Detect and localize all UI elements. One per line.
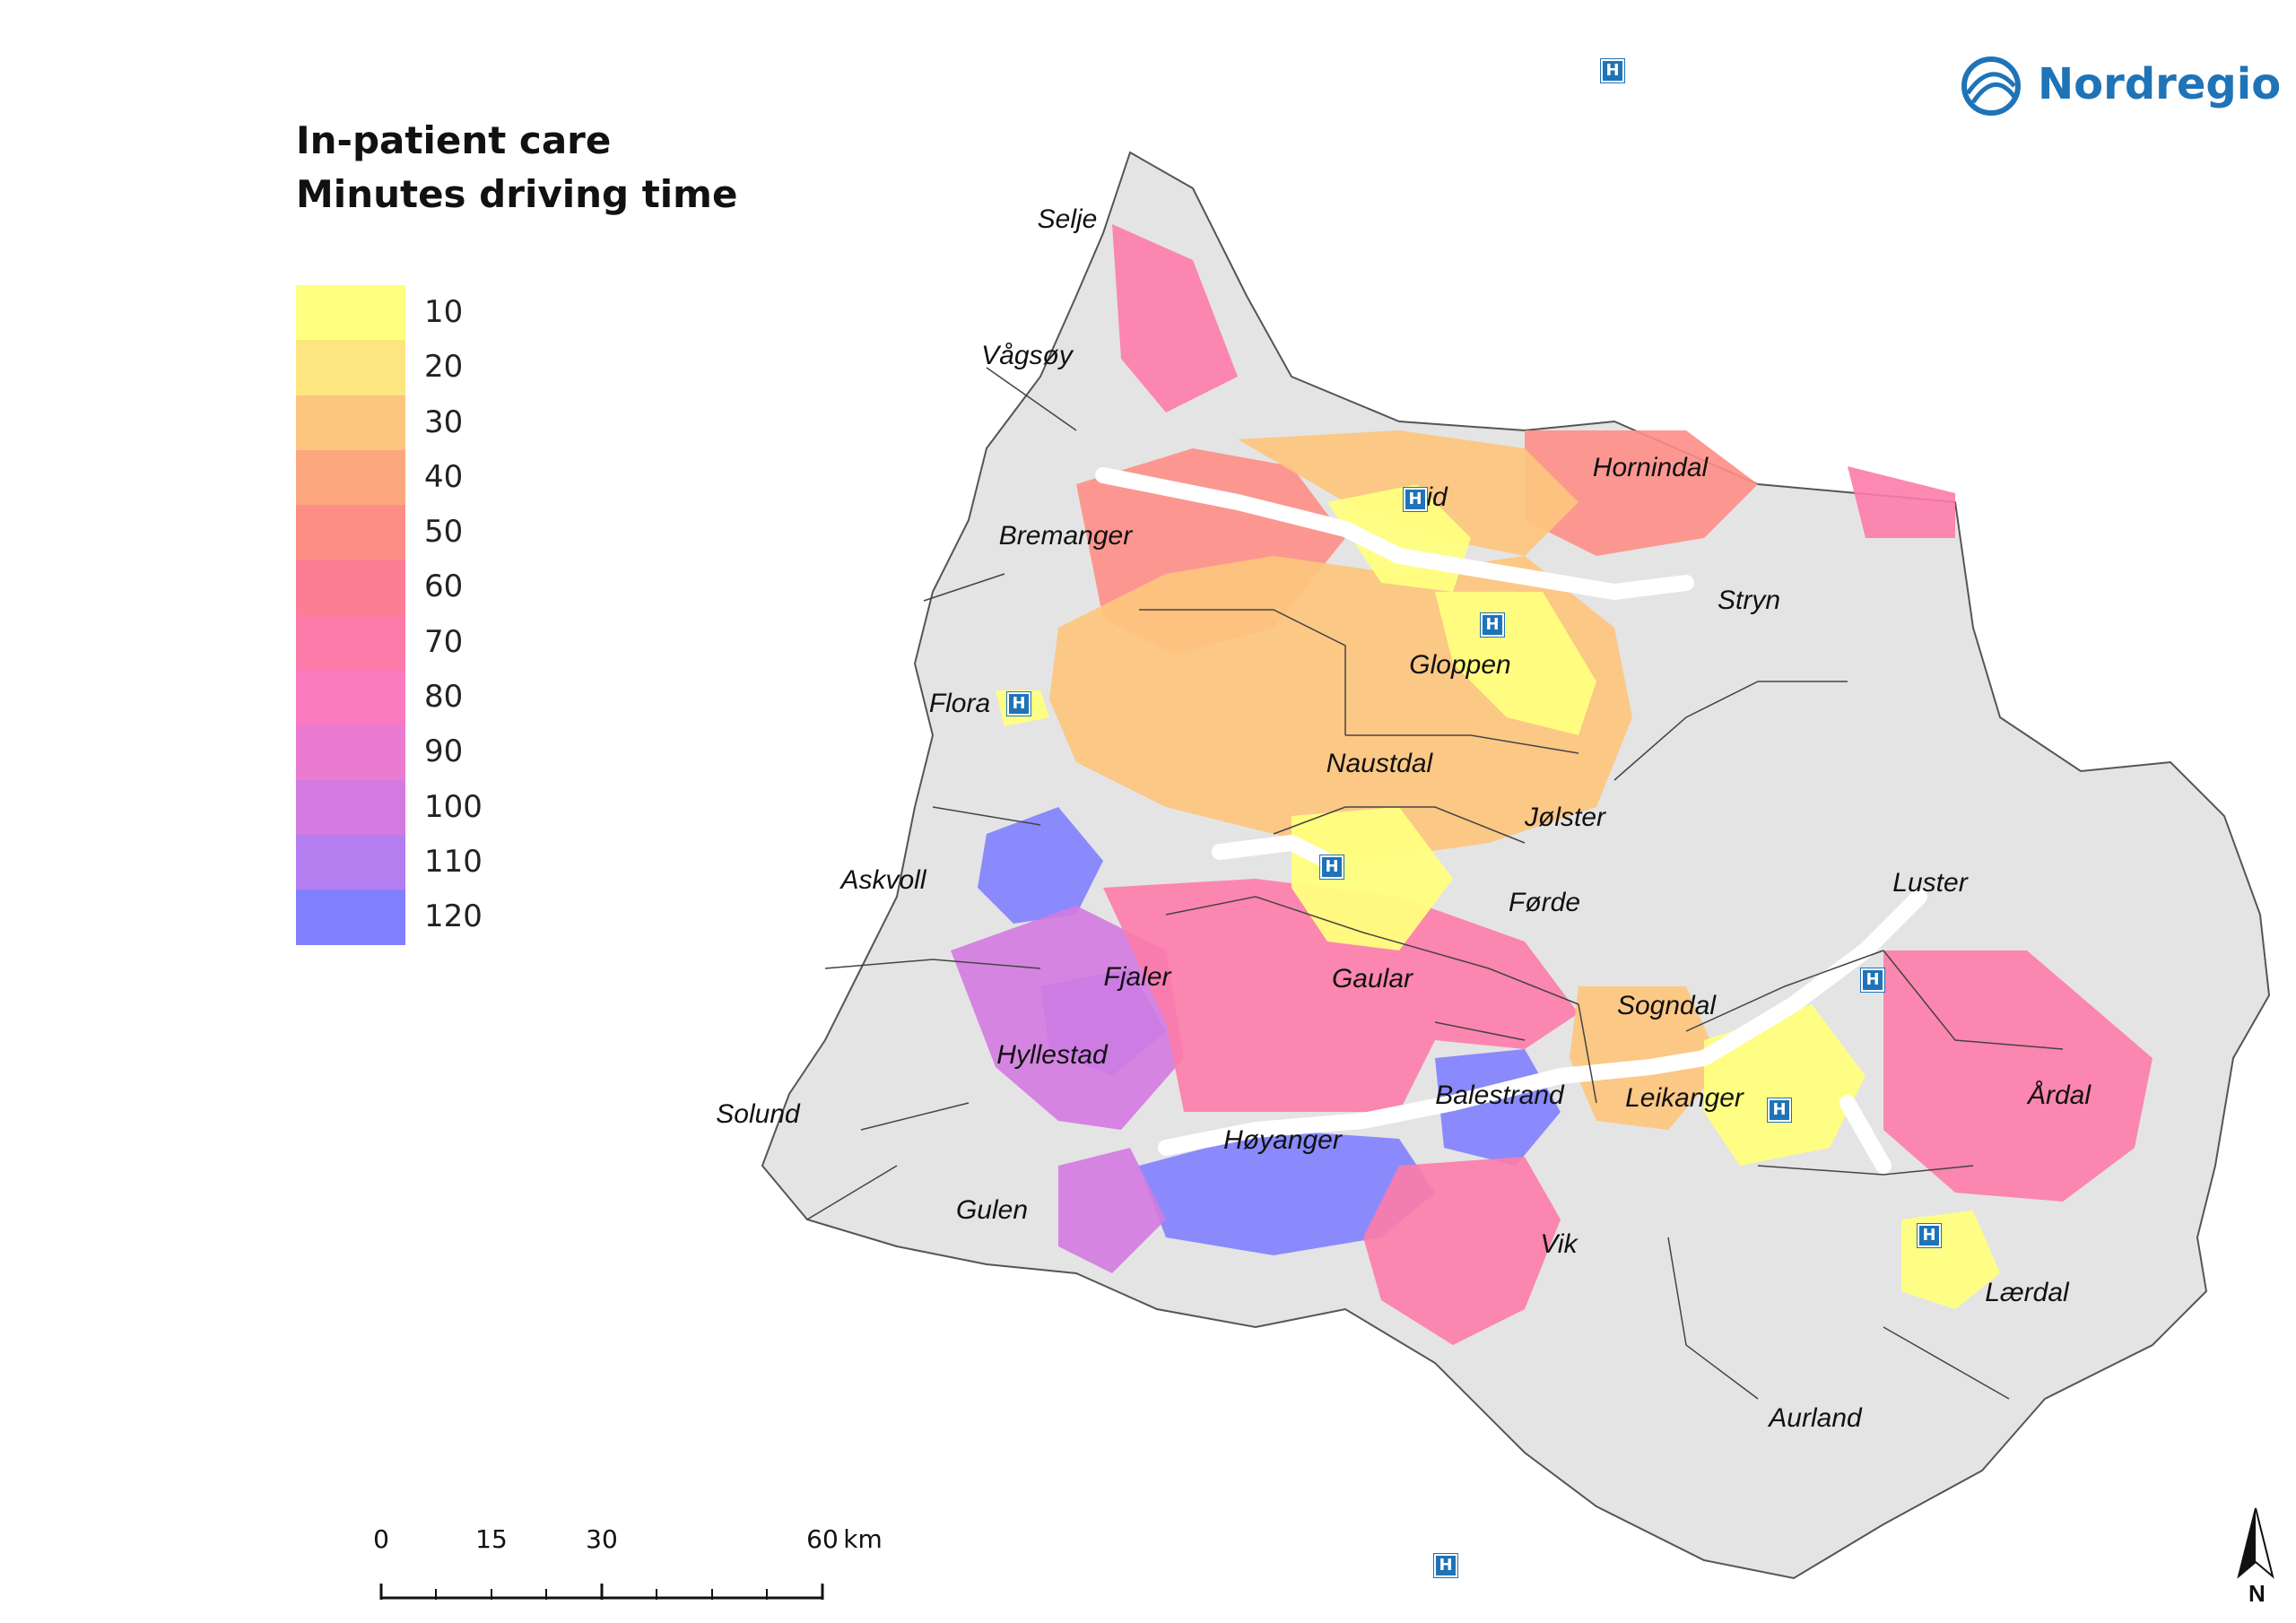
legend-row-20: 20 [296, 340, 673, 396]
legend-row-60: 60 [296, 560, 673, 616]
legend-swatch [296, 670, 405, 726]
scale-unit: km [843, 1524, 883, 1554]
place-label-gloppen: Gloppen [1409, 650, 1511, 680]
legend-row-70: 70 [296, 614, 673, 671]
scale-tick-0: 0 [373, 1524, 389, 1554]
legend-label: 60 [424, 568, 464, 605]
outer-borders [806, 367, 1077, 1220]
place-label-hoyanger: Høyanger [1223, 1125, 1342, 1155]
scale-bar: 0 15 30 60 km [373, 1524, 883, 1605]
place-label-jolster: Jølster [1525, 803, 1605, 832]
legend-label: 110 [424, 843, 483, 880]
legend-label: 100 [424, 788, 483, 825]
hospital-icon: H [1480, 612, 1505, 638]
legend-row-40: 40 [296, 449, 673, 506]
scale-bar-graphic [379, 1584, 824, 1600]
logo-icon [1961, 56, 2021, 116]
legend-label: 50 [424, 514, 464, 551]
place-label-luster: Luster [1892, 868, 1968, 898]
hospital-icon: H [1403, 487, 1428, 512]
legend-row-110: 110 [296, 834, 673, 890]
legend-row-10: 10 [296, 285, 673, 341]
zone-70-min [1103, 224, 2152, 1345]
legend-label: 30 [424, 404, 464, 440]
place-label-vagsoy: Vågsøy [981, 341, 1073, 370]
legend-swatch [296, 505, 405, 561]
north-arrow-icon [2237, 1507, 2274, 1579]
legend-label: 120 [424, 898, 483, 935]
legend-swatch [296, 834, 405, 890]
legend-row-50: 50 [296, 505, 673, 561]
legend-row-30: 30 [296, 395, 673, 451]
place-label-flora: Flora [928, 689, 991, 718]
place-label-balestrand: Balestrand [1435, 1081, 1564, 1110]
legend-row-100: 100 [296, 779, 673, 836]
place-label-laerdal: Lærdal [1985, 1278, 2069, 1307]
place-label-askvoll: Askvoll [840, 865, 926, 895]
legend-row-80: 80 [296, 670, 673, 726]
zone-100-min [951, 906, 1184, 1273]
hospital-icon: H [1917, 1223, 1942, 1248]
hospital-icon: H [1600, 58, 1625, 83]
legend-swatch [296, 614, 405, 671]
legend-swatch [296, 725, 405, 781]
place-label-solund: Solund [716, 1099, 800, 1129]
municipality-borders [1139, 609, 2064, 1400]
hospital-icon: H [1006, 691, 1031, 716]
place-label-forde: Førde [1508, 888, 1581, 917]
scale-tick-15: 15 [475, 1524, 508, 1554]
place-label-vik: Vik [1540, 1229, 1578, 1259]
hospital-icon: H [1319, 855, 1344, 880]
legend-label: 80 [424, 679, 464, 716]
place-label-selje: Selje [1037, 204, 1098, 234]
legend-swatch [296, 395, 405, 451]
place-label-sogndal: Sogndal [1616, 991, 1717, 1020]
place-label-stryn: Stryn [1717, 586, 1781, 615]
nordregio-logo: Nordregio [1955, 50, 2281, 122]
place-label-bremanger: Bremanger [998, 521, 1133, 551]
scale-tick-60: 60 [806, 1524, 839, 1554]
place-label-aurland: Aurland [1769, 1403, 1862, 1433]
place-label-gulen: Gulen [955, 1195, 1029, 1225]
legend: 10 20 30 40 50 60 70 80 90 100 110 120 [296, 285, 673, 946]
legend-swatch [296, 560, 405, 616]
hospital-icon: H [1433, 1553, 1458, 1578]
hospital-icon: H [1767, 1098, 1792, 1123]
zone-30-min [1049, 430, 1722, 1130]
place-label-fjaler: Fjaler [1103, 962, 1171, 992]
legend-row-90: 90 [296, 725, 673, 781]
legend-label: 90 [424, 733, 464, 770]
legend-swatch [296, 285, 405, 341]
legend-swatch [296, 890, 405, 946]
place-label-naustdal: Naustdal [1326, 749, 1433, 778]
fjord-water [1095, 467, 1927, 1174]
legend-label: 70 [424, 623, 464, 660]
zone-10-min [996, 484, 2000, 1309]
legend-label: 40 [424, 458, 464, 495]
place-label-ardal: Årdal [2027, 1081, 2092, 1110]
legend-title-line-1: In-patient care [296, 118, 612, 162]
legend-label: 10 [424, 294, 464, 330]
legend-row-120: 120 [296, 890, 673, 946]
hospital-icon: H [1860, 968, 1885, 993]
legend-title-line-2: Minutes driving time [296, 172, 738, 216]
scale-tick-30: 30 [586, 1524, 618, 1554]
north-label: N [2248, 1580, 2266, 1607]
place-label-gaular: Gaular [1331, 964, 1413, 994]
place-label-leikanger: Leikanger [1625, 1083, 1744, 1113]
north-arrow: N [2233, 1506, 2278, 1607]
place-label-hyllestad: Hyllestad [996, 1040, 1108, 1070]
legend-swatch [296, 449, 405, 506]
legend-swatch [296, 340, 405, 396]
logo-text: Nordregio [2038, 59, 2282, 109]
legend-swatch [296, 779, 405, 836]
place-label-hornindal: Hornindal [1592, 453, 1709, 482]
legend-label: 20 [424, 349, 464, 386]
